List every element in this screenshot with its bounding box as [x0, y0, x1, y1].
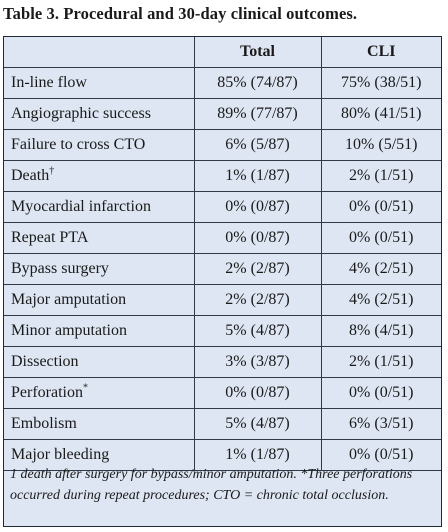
row-label: In-line flow: [4, 67, 194, 99]
total-cell: 2% (2/87): [193, 284, 321, 316]
table-frame: Total CLI In-line flow 85% (74/87) 75% (38…: [3, 36, 442, 527]
table-row: Bypass surgery 2% (2/87) 4% (2/51): [4, 253, 441, 285]
outcomes-table: Total CLI In-line flow 85% (74/87) 75% (38…: [4, 37, 441, 471]
table-title: Table 3. Procedural and 30-day clinical …: [3, 4, 358, 23]
row-label-text: In-line flow: [11, 74, 87, 91]
table-row: Dissection 3% (3/87) 2% (1/51): [4, 346, 441, 378]
table-row: Embolism 5% (4/87) 6% (3/51): [4, 408, 441, 440]
header-row: Total CLI: [4, 37, 441, 68]
row-label: Repeat PTA: [4, 222, 194, 254]
cli-cell: 2% (1/51): [320, 346, 441, 378]
cli-cell: 80% (41/51): [320, 98, 441, 130]
row-label-text: Perforation: [11, 384, 83, 401]
table-row: Angiographic success 89% (77/87) 80% (41/5…: [4, 98, 441, 130]
row-label: Death†: [4, 160, 194, 192]
row-label: Major amputation: [4, 284, 194, 316]
total-cell: 1% (1/87): [193, 160, 321, 192]
total-cell: 0% (0/87): [193, 191, 321, 223]
footnote-marker: †: [49, 165, 55, 177]
total-cell: 2% (2/87): [193, 253, 321, 285]
table-row: In-line flow 85% (74/87) 75% (38/51): [4, 67, 441, 99]
cli-cell: 10% (5/51): [320, 129, 441, 161]
total-cell: 3% (3/87): [193, 346, 321, 378]
cli-cell: 0% (0/51): [320, 377, 441, 409]
header-blank: [4, 37, 194, 68]
table-row: Minor amputation 5% (4/87) 8% (4/51): [4, 315, 441, 347]
cli-cell: 4% (2/51): [320, 284, 441, 316]
row-label-text: Dissection: [11, 353, 79, 370]
cli-cell: 8% (4/51): [320, 315, 441, 347]
row-label: Failure to cross CTO: [4, 129, 194, 161]
cli-cell: 6% (3/51): [320, 408, 441, 440]
table-row: Myocardial infarction 0% (0/87) 0% (0/51): [4, 191, 441, 223]
table-row: Major bleeding 1% (1/87) 0% (0/51): [4, 439, 441, 471]
cli-cell: 0% (0/51): [320, 191, 441, 223]
footnote: 1 death after surgery for bypass/minor a…: [10, 467, 413, 503]
cli-cell: 75% (38/51): [320, 67, 441, 99]
total-cell: 1% (1/87): [193, 439, 321, 471]
cli-cell: 0% (0/51): [320, 222, 441, 254]
row-label: Minor amputation: [4, 315, 194, 347]
row-label-text: Repeat PTA: [11, 229, 89, 246]
total-cell: 5% (4/87): [193, 315, 321, 347]
table-row: Failure to cross CTO 6% (5/87) 10% (5/51): [4, 129, 441, 161]
row-label-text: Angiographic success: [11, 105, 151, 122]
total-cell: 6% (5/87): [193, 129, 321, 161]
row-label: Angiographic success: [4, 98, 194, 130]
row-label-text: Bypass surgery: [11, 260, 109, 277]
footnote-marker: *: [82, 382, 88, 394]
cli-cell: 0% (0/51): [320, 439, 441, 471]
row-label: Perforation*: [4, 377, 194, 409]
table-row: Repeat PTA 0% (0/87) 0% (0/51): [4, 222, 441, 254]
row-label-text: Minor amputation: [11, 322, 127, 339]
row-label-text: Embolism: [11, 415, 77, 432]
row-label: Embolism: [4, 408, 194, 440]
row-label: Myocardial infarction: [4, 191, 194, 223]
row-label-text: Myocardial infarction: [11, 198, 151, 215]
header-cli: CLI: [320, 37, 441, 68]
total-cell: 89% (77/87): [193, 98, 321, 130]
total-cell: 85% (74/87): [193, 67, 321, 99]
row-label: Bypass surgery: [4, 253, 194, 285]
total-cell: 0% (0/87): [193, 377, 321, 409]
table-row: Major amputation 2% (2/87) 4% (2/51): [4, 284, 441, 316]
header-total: Total: [193, 37, 321, 68]
row-label-text: Death: [11, 167, 50, 184]
total-cell: 5% (4/87): [193, 408, 321, 440]
cli-cell: 4% (2/51): [320, 253, 441, 285]
total-cell: 0% (0/87): [193, 222, 321, 254]
row-label: Major bleeding: [4, 439, 194, 471]
row-label-text: Failure to cross CTO: [11, 136, 146, 153]
cli-cell: 2% (1/51): [320, 160, 441, 192]
row-label-text: Major bleeding: [11, 446, 110, 463]
row-label-text: Major amputation: [11, 291, 127, 308]
row-label: Dissection: [4, 346, 194, 378]
table-row: Death† 1% (1/87) 2% (1/51): [4, 160, 441, 192]
table-row: Perforation* 0% (0/87) 0% (0/51): [4, 377, 441, 409]
